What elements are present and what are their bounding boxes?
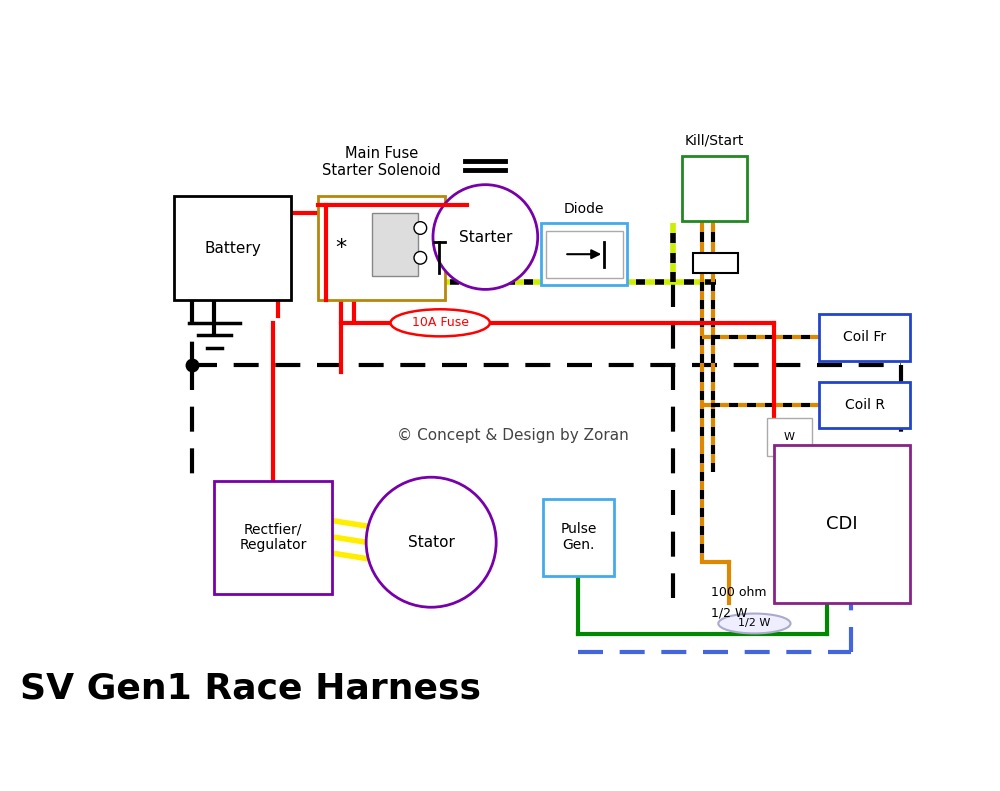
Text: Coil R: Coil R	[845, 398, 885, 412]
Bar	[767, 418, 812, 456]
Circle shape	[433, 184, 538, 290]
Text: Starter: Starter	[459, 229, 512, 244]
Circle shape	[366, 477, 496, 607]
Bar	[214, 481, 332, 594]
Bar	[819, 381, 910, 429]
Text: CDI: CDI	[826, 515, 858, 532]
Ellipse shape	[391, 309, 490, 336]
Text: SV Gen1 Race Harness: SV Gen1 Race Harness	[20, 672, 481, 706]
Text: Main Fuse
Starter Solenoid: Main Fuse Starter Solenoid	[322, 146, 441, 178]
Text: Rectfier/
Regulator: Rectfier/ Regulator	[239, 522, 307, 552]
Bar	[318, 196, 445, 301]
Bar	[693, 253, 738, 273]
Bar	[174, 196, 291, 301]
Text: 1/2 W: 1/2 W	[711, 606, 747, 619]
Text: Diode: Diode	[564, 202, 604, 216]
Bar	[682, 156, 747, 221]
Ellipse shape	[718, 614, 791, 634]
Text: Battery: Battery	[204, 240, 261, 255]
Text: 10A Fuse: 10A Fuse	[412, 316, 469, 329]
Bar	[541, 224, 627, 285]
Bar	[372, 213, 418, 276]
Circle shape	[414, 252, 427, 264]
Text: © Concept & Design by Zoran: © Concept & Design by Zoran	[397, 428, 628, 443]
Text: Pulse
Gen.: Pulse Gen.	[560, 522, 597, 552]
Text: W: W	[784, 432, 795, 441]
Text: Coil Fr: Coil Fr	[843, 331, 886, 344]
Text: Kill/Start: Kill/Start	[685, 134, 744, 148]
Bar	[819, 314, 910, 361]
Text: Stator: Stator	[408, 535, 455, 550]
Text: 100 ohm: 100 ohm	[711, 586, 767, 600]
Text: 1/2 W: 1/2 W	[738, 619, 771, 629]
Circle shape	[414, 221, 427, 234]
Bar	[546, 231, 623, 278]
Bar	[543, 499, 614, 576]
Bar	[774, 445, 910, 603]
Text: *: *	[335, 238, 347, 259]
